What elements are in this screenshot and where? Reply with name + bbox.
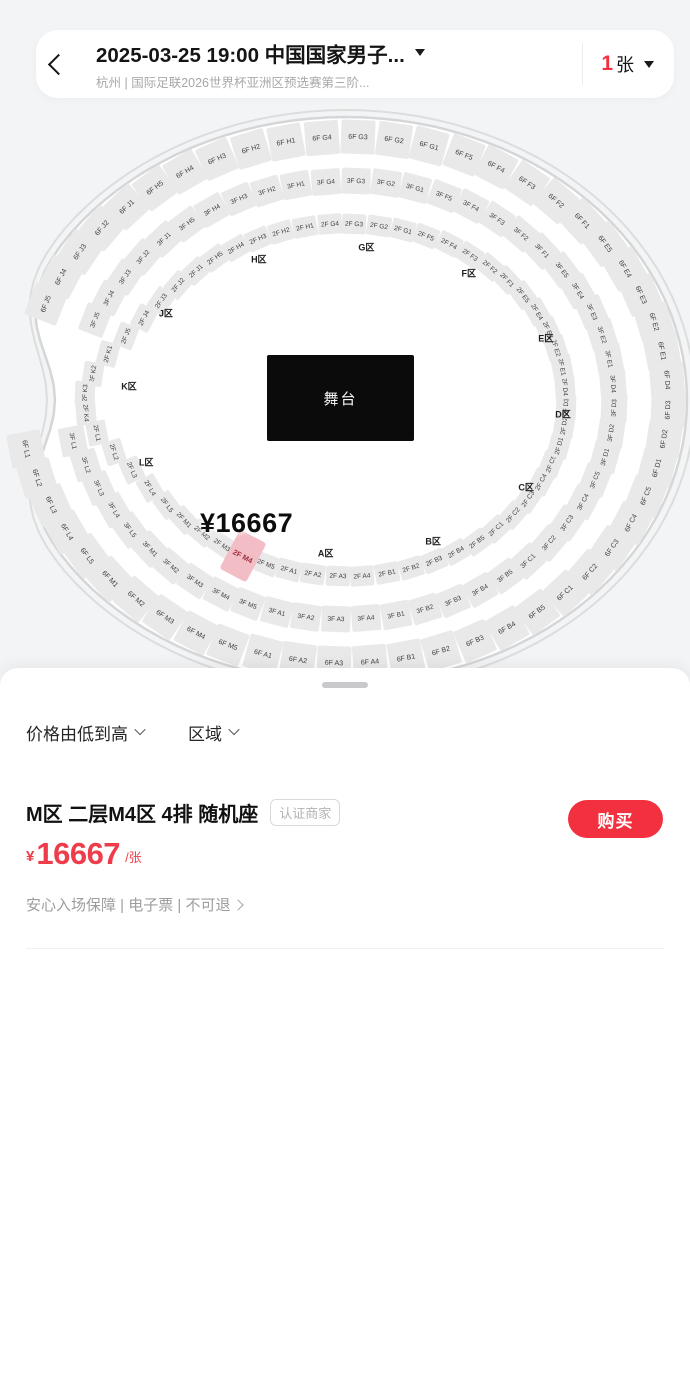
region-label: A区 — [317, 548, 334, 559]
seat-section-tile[interactable]: 2F A4 — [349, 564, 376, 587]
buy-button[interactable]: 购买 — [568, 800, 663, 838]
seat-section-tile[interactable]: 3F G3 — [341, 167, 371, 195]
price-value: 16667 — [36, 836, 121, 871]
region-label: H区 — [251, 254, 267, 265]
header-divider — [582, 43, 584, 85]
seat-section-tile[interactable]: 6F H1 — [266, 121, 306, 162]
region-label: K区 — [121, 381, 137, 392]
seat-section-tile[interactable]: 3F H1 — [279, 169, 313, 201]
seat-section-tile[interactable]: 3F A3 — [320, 605, 351, 633]
currency-symbol: ¥ — [26, 848, 35, 865]
chevron-down-icon — [134, 723, 146, 736]
seat-section-tile[interactable]: 2F A2 — [299, 562, 327, 586]
event-subtitle: 杭州 | 国际足联2026世界杯亚洲区预选赛第三阶... — [96, 75, 370, 90]
area-filter[interactable]: 区域 — [188, 720, 240, 745]
caret-down-icon — [414, 49, 425, 56]
region-label: E区 — [538, 333, 554, 344]
region-label: G区 — [358, 242, 375, 253]
sort-filter-label: 价格由低到高 — [26, 725, 128, 744]
filter-row: 价格由低到高 区域 — [26, 720, 240, 745]
seat-section-tile[interactable]: 2F G4 — [316, 213, 343, 236]
event-title-selector[interactable]: 2025-03-25 19:00 中国国家男子... — [96, 38, 582, 68]
ticket-count: 1 — [601, 52, 613, 75]
seat-section-tile[interactable]: 2F G2 — [365, 214, 393, 238]
back-chevron-icon — [47, 53, 69, 75]
region-label: F区 — [461, 268, 477, 279]
seat-section-tile[interactable]: 3F A2 — [289, 601, 323, 632]
guarantee-text: 安心入场保障 | 电子票 | 不可退 — [26, 897, 231, 914]
region-label: L区 — [138, 457, 154, 468]
listing-sheet: 价格由低到高 区域 M区 二层M4区 4排 随机座 认证商家 购买 ¥ 1666… — [0, 668, 690, 1375]
seat-section-tile[interactable]: 6F G3 — [340, 119, 376, 155]
ticket-count-unit: 张 — [616, 55, 634, 75]
listing-price: ¥ 16667 /张 — [26, 838, 142, 869]
seat-section-tile[interactable]: 3F G4 — [310, 167, 342, 196]
region-label: B区 — [425, 536, 441, 547]
drag-handle[interactable] — [322, 682, 368, 688]
header-card: 2025-03-25 19:00 中国国家男子... 杭州 | 国际足联2026… — [36, 30, 674, 98]
listing-divider — [26, 948, 664, 949]
stage: 舞台 — [267, 355, 414, 441]
seat-section-tile[interactable]: 3F A4 — [350, 604, 382, 633]
seat-section-tile[interactable]: 2F A3 — [325, 565, 351, 587]
seat-section-tile[interactable]: 2F G3 — [341, 213, 367, 235]
seat-section-tile[interactable]: 6F G4 — [303, 119, 341, 156]
sort-filter[interactable]: 价格由低到高 — [26, 720, 146, 745]
back-button[interactable] — [36, 30, 80, 98]
region-label: C区 — [518, 482, 534, 493]
caret-down-icon — [644, 60, 654, 68]
certified-seller-badge: 认证商家 — [270, 799, 341, 826]
chevron-down-icon — [228, 723, 240, 736]
region-label: D区 — [555, 409, 571, 420]
ticket-count-selector[interactable]: 1 张 — [583, 51, 674, 77]
price-per-unit: /张 — [125, 850, 142, 865]
listing-row: M区 二层M4区 4排 随机座 认证商家 — [26, 798, 550, 827]
listing-title: M区 二层M4区 4排 随机座 — [26, 804, 259, 826]
selected-price-marker: ¥16667 — [200, 508, 294, 538]
seat-section-tile[interactable]: 6F G2 — [374, 120, 414, 160]
event-title: 2025-03-25 19:00 中国国家男子... — [96, 43, 405, 67]
event-info: 2025-03-25 19:00 中国国家男子... 杭州 | 国际足联2026… — [80, 38, 582, 91]
region-label: J区 — [158, 308, 173, 319]
chevron-right-icon — [232, 898, 245, 911]
area-filter-label: 区域 — [188, 725, 222, 744]
guarantee-info[interactable]: 安心入场保障 | 电子票 | 不可退 — [26, 894, 245, 915]
seat-section-tile[interactable]: 3F G2 — [369, 168, 403, 199]
